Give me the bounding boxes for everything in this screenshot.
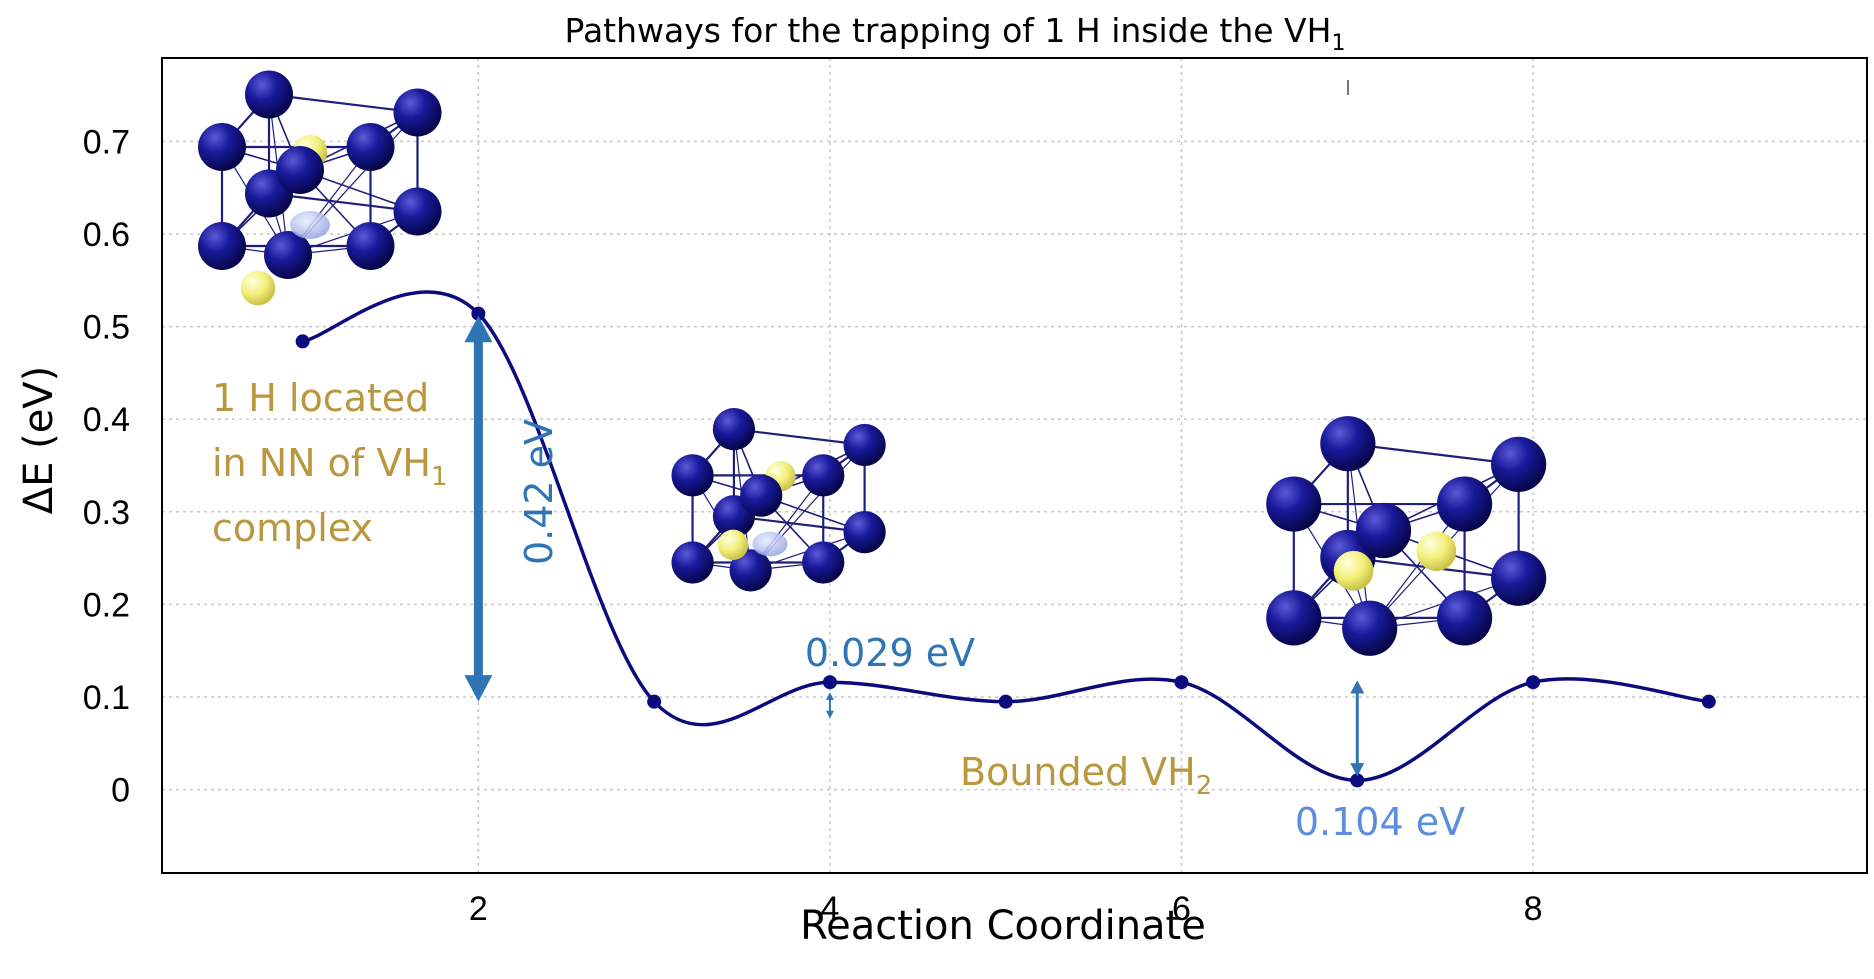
barrier-small-arrow [825, 692, 834, 719]
fe-atom [245, 70, 293, 119]
chart-title: Pathways for the trapping of 1 H inside … [565, 11, 1346, 56]
y-axis-label: ΔE (eV) [16, 366, 62, 515]
barrier-main-arrow [464, 315, 493, 702]
fe-atom [198, 123, 246, 171]
y-tick-label: 0.2 [83, 586, 130, 624]
fe-atom [1491, 550, 1547, 606]
x-axis-label: Reaction Coordinate [800, 903, 1206, 949]
h-atom [1333, 550, 1374, 591]
structure-intermediate [671, 408, 886, 592]
y-tick-label: 0 [111, 772, 130, 810]
x-tick-label: 8 [1524, 890, 1543, 928]
nn-label-line3: complex [212, 506, 373, 550]
fe-atom [671, 454, 714, 497]
structure-initial [198, 70, 442, 306]
x-tick-label: 6 [1172, 890, 1191, 928]
x-tick-label: 4 [820, 890, 839, 928]
fe-atom [671, 541, 714, 584]
fe-atom [393, 187, 442, 236]
data-point [471, 306, 486, 321]
barrier-bound-label: 0.104 eV [1295, 800, 1465, 844]
fe-atom [198, 222, 246, 270]
fe-atom [1436, 590, 1493, 646]
fe-atom [729, 549, 772, 592]
barrier-bound-arrow [1350, 680, 1365, 777]
data-point [998, 694, 1013, 709]
h-atom [717, 529, 749, 561]
fe-atom [1266, 590, 1322, 646]
h-atom [240, 270, 276, 306]
barrier-arrows [464, 315, 1365, 777]
data-point [1701, 694, 1716, 709]
y-tick-label: 0.3 [83, 494, 130, 532]
data-point [1350, 773, 1365, 788]
fe-atom [346, 222, 395, 270]
structure-bounded [1266, 416, 1547, 656]
fe-atom [1436, 476, 1493, 532]
fe-atom [1320, 416, 1376, 472]
bounded-label: Bounded VH2 [960, 750, 1212, 801]
fe-atom [264, 231, 312, 279]
vacancy-marker [752, 531, 788, 557]
nn-label: 1 H located [212, 376, 429, 420]
vacancy-marker [290, 211, 330, 239]
data-point [1174, 675, 1189, 690]
x-tick-label: 2 [469, 890, 488, 928]
fe-atom [393, 88, 442, 137]
y-tick-label: 0.4 [83, 401, 130, 439]
y-tick-label: 0.1 [83, 679, 130, 717]
fe-atom [1491, 436, 1547, 492]
fe-atom [1355, 502, 1412, 559]
x-tick-labels: 2 4 6 8 [469, 890, 1543, 928]
plot-frame [161, 57, 1868, 874]
fe-atom [712, 408, 756, 451]
fe-atom [802, 541, 845, 584]
barrier-main-label: 0.42 eV [517, 419, 561, 565]
y-tick-label: 0.6 [83, 216, 130, 254]
fe-atom [802, 454, 845, 497]
fe-atom [276, 146, 324, 194]
barrier-small-label: 0.029 eV [805, 631, 975, 675]
y-tick-label: 0.7 [83, 123, 130, 161]
fe-atom [740, 474, 783, 517]
y-tick-label: 0.5 [83, 309, 130, 347]
nn-label-line2: in NN of VH1 [212, 441, 447, 492]
data-point [822, 675, 837, 690]
crystal-structures [198, 70, 1547, 656]
fe-atom [346, 123, 395, 171]
fe-atom [1342, 600, 1398, 656]
y-tick-labels: 0 0.1 0.2 0.3 0.4 0.5 0.6 0.7 [83, 123, 130, 809]
fe-atom [843, 423, 886, 467]
fe-atom [843, 511, 886, 554]
series-line [302, 290, 1709, 783]
data-point [295, 334, 310, 349]
data-point [647, 694, 662, 709]
data-points [295, 306, 1716, 788]
fe-atom [1266, 476, 1322, 532]
h-atom [1416, 531, 1457, 572]
data-point [1526, 675, 1541, 690]
